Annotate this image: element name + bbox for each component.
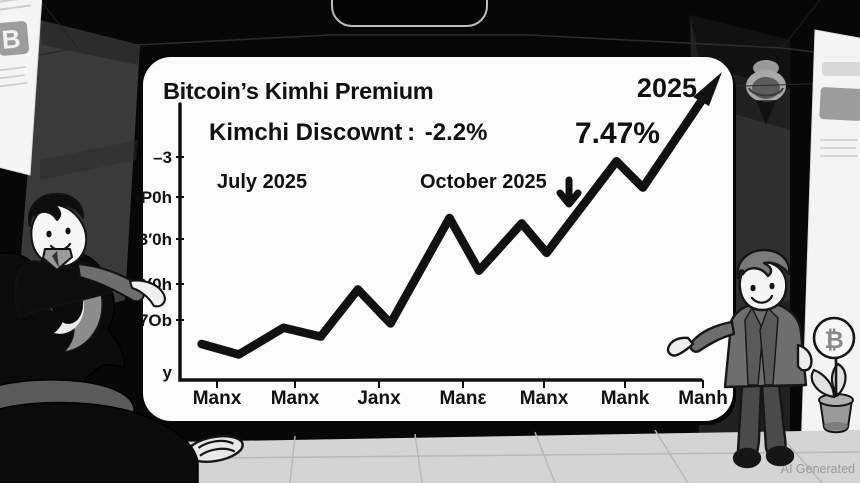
svg-text:₿: ₿	[824, 327, 844, 354]
